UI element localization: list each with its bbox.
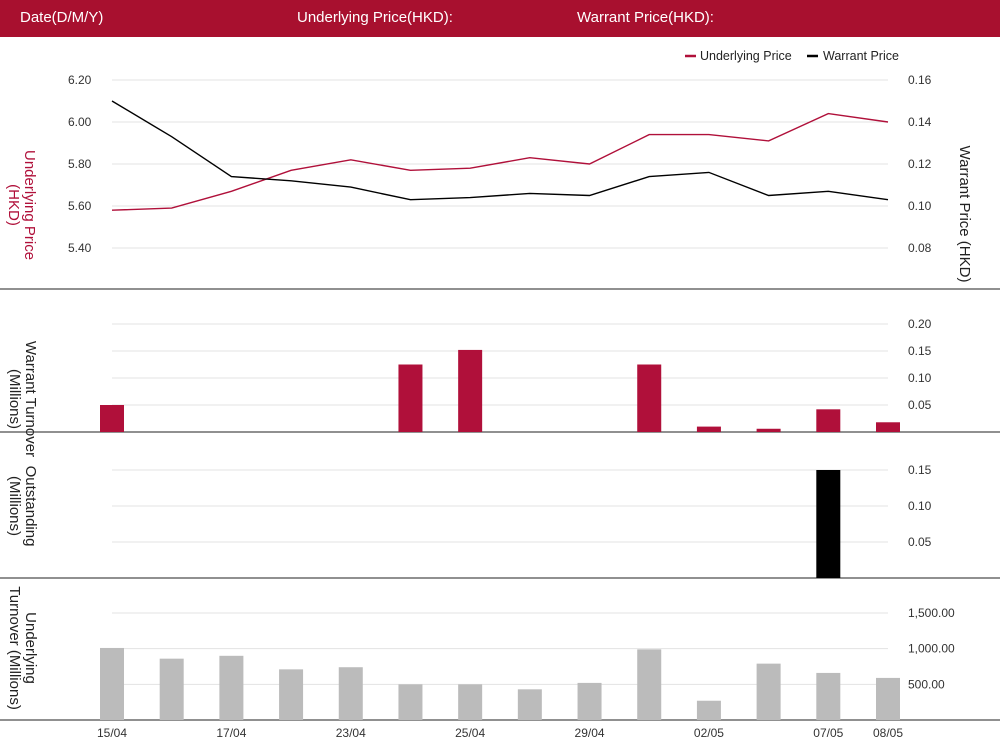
outstanding-bar <box>816 470 841 578</box>
x-tick-label: 23/04 <box>336 726 366 740</box>
underlying-price-label: Underlying Price(HKD): <box>297 9 453 26</box>
x-tick-label: 08/05 <box>873 726 903 740</box>
y-tick-label: 0.05 <box>908 398 932 412</box>
warrant-turnover-bar <box>876 422 900 432</box>
underlying-turnover-bar <box>816 672 841 720</box>
y-axis-title: Underlying Price(HKD) <box>5 150 38 260</box>
warrant-turnover-bar <box>816 409 841 432</box>
y-tick-label: 1,500.00 <box>908 606 955 620</box>
underlying-turnover-bar <box>637 649 662 720</box>
header-bar: Date(D/M/Y) Underlying Price(HKD): Warra… <box>0 0 1000 37</box>
legend-underlying-label: Underlying Price <box>700 49 792 63</box>
y-axis-title: Outstanding(Millions) <box>6 466 39 547</box>
y2-tick-label: 0.12 <box>908 157 932 171</box>
x-tick-label: 17/04 <box>216 726 246 740</box>
x-tick-label: 07/05 <box>813 726 843 740</box>
y-tick-label: 1,000.00 <box>908 642 955 656</box>
warrant-turnover-bar <box>100 405 124 432</box>
y2-tick-label: 0.14 <box>908 115 932 129</box>
y-tick-label: 0.20 <box>908 317 932 331</box>
y-tick-label: 5.60 <box>68 199 92 213</box>
underlying-turnover-bar <box>159 658 184 720</box>
y-tick-label: 6.20 <box>68 73 92 87</box>
y-tick-label: 0.10 <box>908 371 932 385</box>
charts-area: 5.40 5.60 5.80 6.00 6.20 0.08 0.10 0.12 0.14 0.16… <box>0 49 1000 740</box>
y-axis-title: UnderlyingTurnover (Millions) <box>6 586 39 710</box>
underlying-turnover-bar <box>279 669 304 720</box>
underlying-turnover-bar <box>338 667 363 720</box>
warrant-turnover-bar <box>756 428 781 432</box>
underlying-turnover-bar <box>696 700 721 720</box>
x-tick-label: 29/04 <box>575 726 605 740</box>
y2-tick-label: 0.08 <box>908 241 932 255</box>
warrant-price-line <box>111 100 889 201</box>
y-tick-label: 6.00 <box>68 115 92 129</box>
underlying-turnover-bar <box>577 682 602 720</box>
underlying-turnover-bar <box>756 663 781 720</box>
date-label: Date(D/M/Y) <box>20 9 104 26</box>
y-tick-label: 5.40 <box>68 241 92 255</box>
underlying-turnover-bar <box>517 689 542 720</box>
x-tick-label: 02/05 <box>694 726 724 740</box>
y-tick-label: 0.15 <box>908 463 932 477</box>
underlying-turnover-bar <box>876 677 900 720</box>
y2-tick-label: 0.10 <box>908 199 932 213</box>
y-tick-label: 0.05 <box>908 535 932 549</box>
y-tick-label: 0.15 <box>908 344 932 358</box>
y-tick-label: 5.80 <box>68 157 92 171</box>
underlying-turnover-bar <box>398 684 423 720</box>
underlying-turnover-bar <box>219 655 244 720</box>
x-tick-label: 25/04 <box>455 726 485 740</box>
y2-axis-title: Warrant Price (HKD) <box>956 146 973 283</box>
underlying-price-line <box>111 112 889 211</box>
warrant-turnover-bar <box>637 364 662 432</box>
warrant-turnover-bar <box>458 349 483 432</box>
y-axis-title: Warrant Turnover(Millions) <box>6 341 39 457</box>
legend-warrant-label: Warrant Price <box>823 49 899 63</box>
x-tick-label: 15/04 <box>97 726 127 740</box>
warrant-turnover-bar <box>398 364 423 432</box>
y2-tick-label: 0.16 <box>908 73 932 87</box>
underlying-turnover-bar <box>100 647 124 720</box>
y-tick-label: 500.00 <box>908 677 945 691</box>
warrant-turnover-bar <box>696 426 721 432</box>
y-tick-label: 0.10 <box>908 499 932 513</box>
underlying-turnover-bar <box>458 684 483 720</box>
warrant-price-label: Warrant Price(HKD): <box>577 9 714 26</box>
